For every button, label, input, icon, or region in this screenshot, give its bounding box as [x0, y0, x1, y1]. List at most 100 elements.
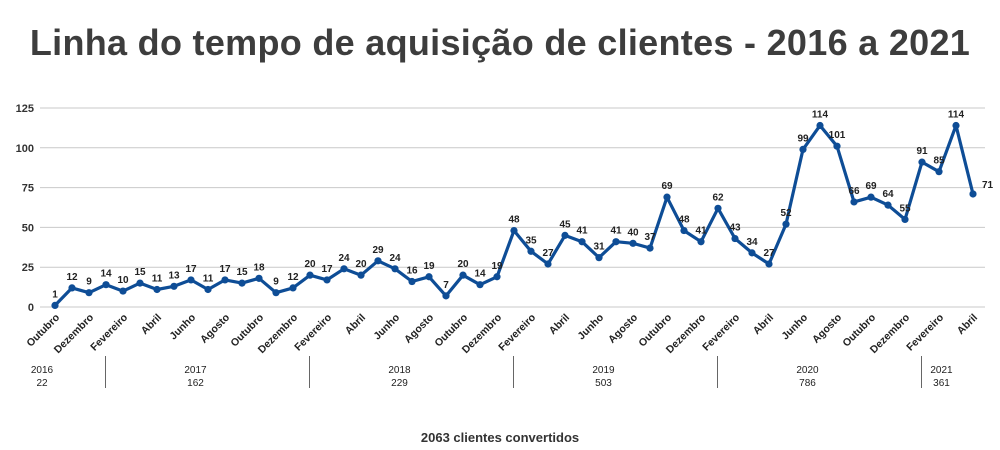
data-point	[187, 276, 195, 284]
year-total-label: 786	[799, 378, 816, 389]
data-point	[731, 234, 739, 243]
year-label: 2017	[184, 365, 207, 376]
data-point	[153, 285, 161, 294]
data-point	[51, 301, 59, 310]
y-tick-label: 25	[22, 262, 34, 274]
year-label: 2016	[31, 365, 54, 376]
data-point	[833, 142, 841, 150]
x-tick-label: Agosto	[198, 312, 232, 346]
x-tick-label: Fevereiro	[496, 312, 538, 354]
data-label: 15	[236, 267, 248, 278]
year-axis: 2016 22 2017 162 2018 229 2019 503 2020 786 2021 36…	[31, 356, 953, 389]
x-tick-label: Junho	[167, 312, 198, 343]
data-label: 55	[899, 203, 911, 214]
year-total-label: 22	[36, 378, 48, 389]
data-point	[629, 239, 637, 247]
data-point	[272, 289, 280, 297]
year-label: 2021	[930, 365, 953, 376]
data-label: 29	[372, 245, 384, 256]
data-label: 17	[185, 264, 197, 275]
data-label: 14	[474, 269, 486, 280]
data-point	[561, 231, 569, 239]
data-point	[136, 279, 144, 287]
year-total-label: 162	[187, 378, 204, 389]
data-label: 24	[389, 253, 401, 264]
data-point	[68, 284, 76, 292]
y-tick-label: 0	[28, 302, 34, 314]
data-label: 20	[457, 259, 469, 270]
data-point	[391, 265, 399, 273]
x-tick-label: Abril	[139, 312, 164, 337]
data-point	[765, 260, 773, 268]
data-label: 91	[916, 146, 928, 157]
data-label: 40	[627, 227, 639, 238]
data-label: 24	[338, 253, 350, 264]
data-point	[510, 226, 518, 235]
data-label: 19	[491, 261, 503, 272]
data-point	[850, 198, 858, 206]
x-tick-label: Fevereiro	[700, 312, 742, 354]
x-tick-label: Abril	[955, 312, 980, 337]
data-label: 45	[559, 219, 571, 230]
data-point	[663, 193, 671, 201]
data-point	[578, 238, 586, 246]
data-label: 12	[287, 272, 299, 283]
data-point	[85, 289, 93, 297]
data-label: 71	[982, 180, 994, 191]
data-point	[306, 271, 314, 279]
data-labels: 1 12 9 14 10 15 11 13 17 11 17 15 18 9 12 20 17 24 20 29 24 1…	[52, 110, 993, 301]
data-point	[459, 271, 467, 279]
data-label: 66	[848, 186, 860, 197]
data-label: 114	[948, 110, 965, 121]
data-label: 9	[86, 277, 92, 288]
data-point	[357, 271, 365, 279]
data-point	[595, 254, 603, 262]
data-point	[238, 279, 246, 287]
data-point	[102, 281, 110, 289]
data-point	[408, 277, 416, 286]
data-point	[714, 204, 722, 212]
data-point	[969, 190, 977, 198]
data-label: 17	[321, 264, 333, 275]
data-label: 69	[865, 181, 877, 192]
data-label: 7	[443, 280, 449, 291]
data-point	[493, 273, 501, 281]
data-point	[748, 249, 756, 257]
data-label: 48	[508, 215, 520, 226]
data-point	[697, 238, 705, 246]
x-tick-label: Junho	[779, 312, 810, 343]
data-label: 17	[219, 264, 231, 275]
data-label: 27	[763, 248, 775, 259]
data-label: 10	[117, 275, 129, 286]
data-label: 85	[933, 156, 945, 167]
data-point	[527, 247, 535, 255]
year-total-label: 361	[933, 378, 950, 389]
year-label: 2018	[388, 365, 411, 376]
data-point	[255, 274, 263, 282]
total-converted-label: 2063 clientes convertidos	[420, 430, 580, 445]
data-point	[901, 215, 909, 224]
data-point	[544, 260, 552, 268]
data-label: 43	[729, 223, 741, 234]
data-point	[170, 282, 178, 290]
chart-title: Linha do tempo de aquisição de clientes …	[29, 22, 971, 63]
data-label: 114	[812, 110, 829, 121]
year-total-label: 503	[595, 378, 612, 389]
x-tick-label: Fevereiro	[904, 312, 946, 354]
x-tick-label: Junho	[575, 312, 606, 343]
data-label: 37	[644, 232, 656, 243]
year-label: 2020	[796, 365, 819, 376]
y-axis-ticks: 0 25 50 75 100 125	[16, 103, 34, 314]
x-tick-label: Junho	[371, 312, 402, 343]
data-point	[952, 121, 960, 130]
data-label: 16	[406, 266, 418, 277]
data-label: 1	[52, 289, 58, 300]
data-label: 41	[576, 226, 588, 237]
data-point	[799, 145, 807, 153]
data-label: 35	[525, 235, 537, 246]
x-tick-label: Fevereiro	[88, 312, 130, 354]
data-point	[476, 281, 484, 289]
data-label: 19	[423, 261, 435, 272]
